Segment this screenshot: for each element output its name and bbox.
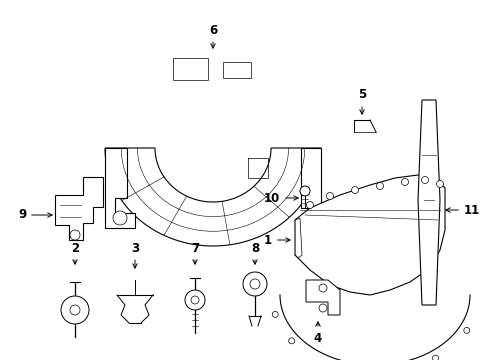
FancyBboxPatch shape: [173, 58, 208, 80]
Circle shape: [319, 284, 327, 292]
Polygon shape: [105, 148, 321, 246]
Circle shape: [326, 193, 334, 199]
Text: 9: 9: [18, 208, 52, 221]
Text: 4: 4: [314, 322, 322, 345]
Text: 8: 8: [251, 242, 259, 264]
Circle shape: [319, 304, 327, 312]
Text: 2: 2: [71, 242, 79, 264]
Text: 11: 11: [446, 203, 480, 216]
Circle shape: [185, 290, 205, 310]
Polygon shape: [105, 148, 135, 228]
Circle shape: [289, 338, 294, 344]
Circle shape: [433, 355, 439, 360]
Polygon shape: [301, 148, 321, 208]
Circle shape: [300, 186, 310, 196]
Circle shape: [437, 180, 443, 188]
Circle shape: [464, 327, 470, 333]
Polygon shape: [295, 175, 445, 295]
Circle shape: [113, 211, 127, 225]
Circle shape: [401, 179, 409, 185]
Circle shape: [191, 296, 199, 304]
Circle shape: [61, 296, 89, 324]
Circle shape: [307, 202, 314, 208]
Circle shape: [421, 176, 428, 184]
Text: 7: 7: [191, 242, 199, 264]
Circle shape: [70, 230, 80, 240]
Circle shape: [250, 279, 260, 289]
FancyBboxPatch shape: [223, 62, 251, 78]
Text: 10: 10: [264, 192, 298, 204]
Text: 5: 5: [358, 89, 366, 114]
Circle shape: [70, 305, 80, 315]
Text: 1: 1: [264, 234, 290, 247]
Circle shape: [243, 272, 267, 296]
Text: 3: 3: [131, 242, 139, 268]
Text: 6: 6: [209, 23, 217, 48]
Circle shape: [272, 311, 278, 318]
Circle shape: [376, 183, 384, 189]
Polygon shape: [55, 177, 103, 240]
Circle shape: [351, 186, 359, 194]
Polygon shape: [418, 100, 440, 305]
Polygon shape: [306, 280, 340, 315]
